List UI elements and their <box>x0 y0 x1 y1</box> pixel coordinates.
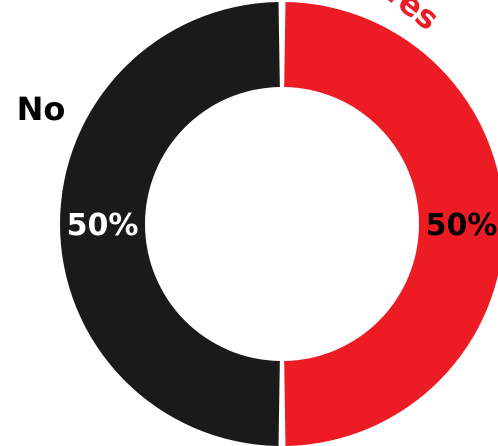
value-label-no: 50% <box>67 208 139 243</box>
donut-slices <box>59 2 498 446</box>
donut-slice-yes <box>284 2 498 446</box>
value-label-yes: 50% <box>426 208 498 243</box>
donut-slice-no <box>59 2 280 446</box>
category-label-no: No <box>17 90 66 128</box>
